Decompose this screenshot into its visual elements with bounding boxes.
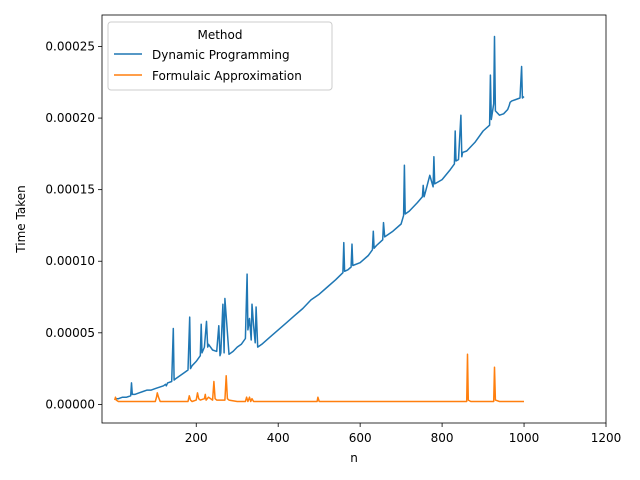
y-tick-label: 0.00015 — [45, 183, 95, 197]
y-tick-label: 0.00020 — [45, 111, 95, 125]
series-layer — [113, 35, 525, 403]
y-tick-label: 0.00000 — [45, 397, 95, 411]
y-axis: 0.00000 0.00005 0.00010 0.00015 0.00020 0.000… — [45, 39, 102, 411]
y-tick-label: 0.00025 — [45, 39, 95, 53]
legend-box — [107, 21, 333, 91]
x-tick-label: 1200 — [591, 431, 622, 445]
x-axis-label: n — [350, 451, 358, 465]
x-tick-label: 400 — [267, 431, 290, 445]
series-line-dynamic-programming — [114, 35, 525, 400]
x-tick-label: 600 — [349, 431, 372, 445]
legend: Method Dynamic Programming Formulaic App… — [107, 21, 333, 91]
y-tick-label: 0.00005 — [45, 326, 95, 340]
legend-label-dynamic-programming: Dynamic Programming — [152, 48, 290, 62]
x-axis: 200 400 600 800 1000 1200 — [185, 423, 621, 445]
legend-label-formulaic-approximation: Formulaic Approximation — [152, 69, 302, 83]
x-tick-label: 1000 — [509, 431, 540, 445]
x-tick-label: 800 — [431, 431, 454, 445]
plot-frame — [101, 14, 607, 424]
y-axis-label: Time Taken — [14, 185, 28, 253]
x-tick-label: 200 — [185, 431, 208, 445]
series-line-formulaic-approximation — [113, 353, 524, 403]
legend-title: Method — [197, 28, 242, 42]
y-tick-label: 0.00010 — [45, 254, 95, 268]
